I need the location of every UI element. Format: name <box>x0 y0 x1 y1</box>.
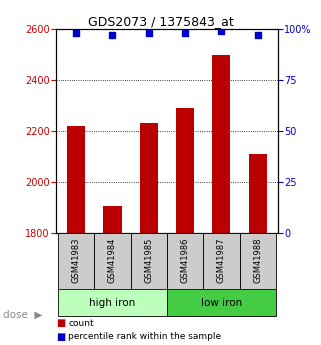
Text: GDS2073 / 1375843_at: GDS2073 / 1375843_at <box>88 16 233 29</box>
Text: GSM41987: GSM41987 <box>217 238 226 283</box>
Point <box>146 31 151 36</box>
Bar <box>239 233 276 289</box>
Point <box>255 33 260 38</box>
Bar <box>140 123 158 233</box>
Bar <box>167 289 276 316</box>
Text: GSM41983: GSM41983 <box>72 238 81 283</box>
Text: GSM41985: GSM41985 <box>144 238 153 283</box>
Text: GSM41986: GSM41986 <box>181 238 190 283</box>
Bar <box>67 126 85 233</box>
Text: ■: ■ <box>56 332 65 342</box>
Text: count: count <box>68 319 94 328</box>
Bar <box>58 233 94 289</box>
Bar <box>203 233 239 289</box>
Bar <box>212 55 230 233</box>
Bar <box>103 206 122 233</box>
Point <box>219 29 224 34</box>
Bar <box>131 233 167 289</box>
Text: ■: ■ <box>56 318 65 328</box>
Point <box>183 31 188 36</box>
Text: GSM41988: GSM41988 <box>253 238 262 283</box>
Text: GSM41984: GSM41984 <box>108 238 117 283</box>
Bar <box>249 154 267 233</box>
Text: low iron: low iron <box>201 298 242 308</box>
Point <box>74 31 79 36</box>
Text: high iron: high iron <box>89 298 135 308</box>
Bar <box>58 289 167 316</box>
Bar <box>167 233 203 289</box>
Point <box>110 33 115 38</box>
Text: dose  ▶: dose ▶ <box>3 310 43 319</box>
Text: percentile rank within the sample: percentile rank within the sample <box>68 332 221 341</box>
Bar <box>94 233 131 289</box>
Bar <box>176 108 194 233</box>
